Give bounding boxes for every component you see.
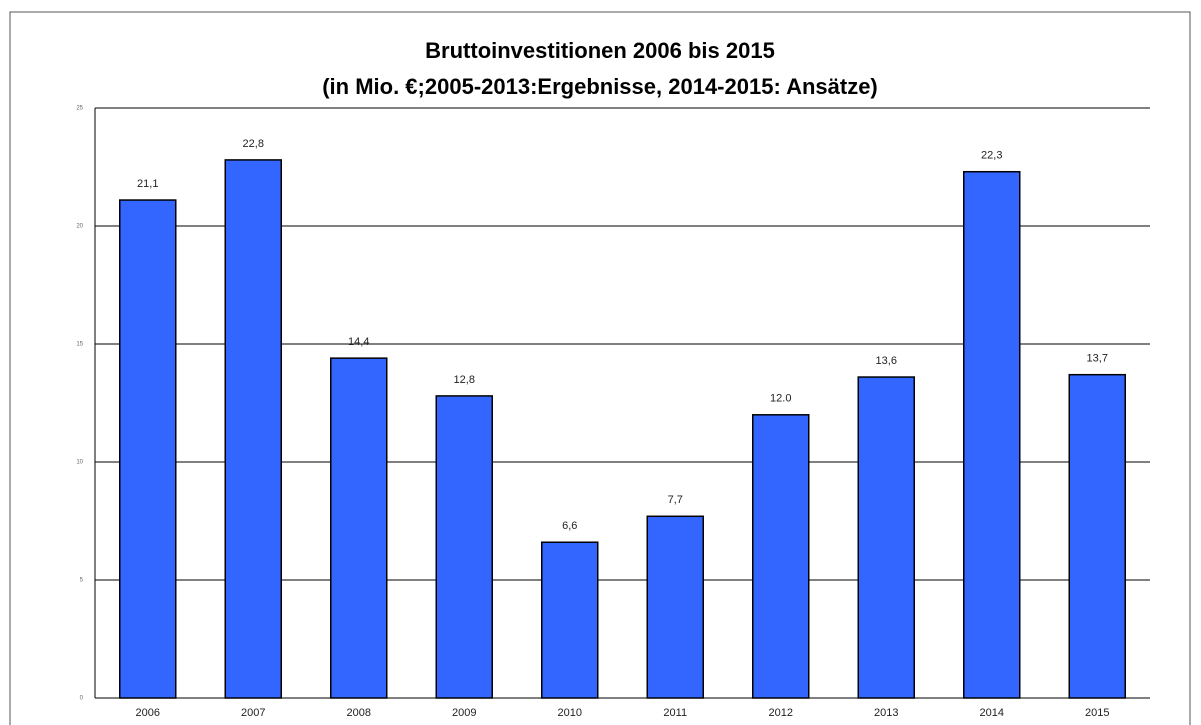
chart-subtitle: (in Mio. €;2005-2013:Ergebnisse, 2014-20… bbox=[322, 74, 878, 99]
value-label: 12.0 bbox=[770, 393, 791, 405]
bar bbox=[646, 515, 704, 699]
value-label: 13,6 bbox=[876, 355, 897, 367]
bar bbox=[752, 414, 810, 699]
y-tick-label: 25 bbox=[76, 106, 83, 112]
bar bbox=[224, 159, 282, 699]
bar bbox=[1068, 373, 1126, 699]
y-tick-label: 10 bbox=[76, 460, 83, 466]
x-tick-label: 2011 bbox=[663, 707, 687, 719]
value-label: 22,8 bbox=[243, 138, 264, 150]
x-tick-label: 2006 bbox=[136, 707, 160, 719]
value-label: 21,1 bbox=[137, 178, 158, 190]
x-tick-label: 2008 bbox=[347, 707, 371, 719]
x-tick-label: 2014 bbox=[980, 707, 1004, 719]
y-tick-label: 5 bbox=[80, 578, 84, 584]
bar bbox=[963, 170, 1021, 699]
value-label: 13,7 bbox=[1087, 353, 1108, 365]
x-tick-label: 2013 bbox=[874, 707, 898, 719]
y-tick-label: 0 bbox=[80, 696, 84, 702]
y-tick-label: 20 bbox=[76, 224, 83, 230]
bar bbox=[119, 199, 177, 699]
value-label: 12,8 bbox=[454, 374, 475, 386]
x-tick-label: 2007 bbox=[241, 707, 265, 719]
value-label: 6,6 bbox=[562, 520, 577, 532]
bar bbox=[435, 395, 493, 699]
bar bbox=[857, 376, 915, 699]
bar bbox=[330, 357, 388, 699]
x-tick-label: 2012 bbox=[769, 707, 793, 719]
x-tick-label: 2009 bbox=[452, 707, 476, 719]
chart-title: Bruttoinvestitionen 2006 bis 2015 bbox=[425, 38, 775, 63]
y-tick-label: 15 bbox=[76, 342, 83, 348]
x-tick-label: 2015 bbox=[1085, 707, 1109, 719]
value-label: 14,4 bbox=[348, 336, 369, 348]
value-label: 22,3 bbox=[981, 150, 1002, 162]
bar bbox=[541, 541, 599, 699]
value-label: 7,7 bbox=[668, 494, 683, 506]
x-tick-label: 2010 bbox=[558, 707, 582, 719]
